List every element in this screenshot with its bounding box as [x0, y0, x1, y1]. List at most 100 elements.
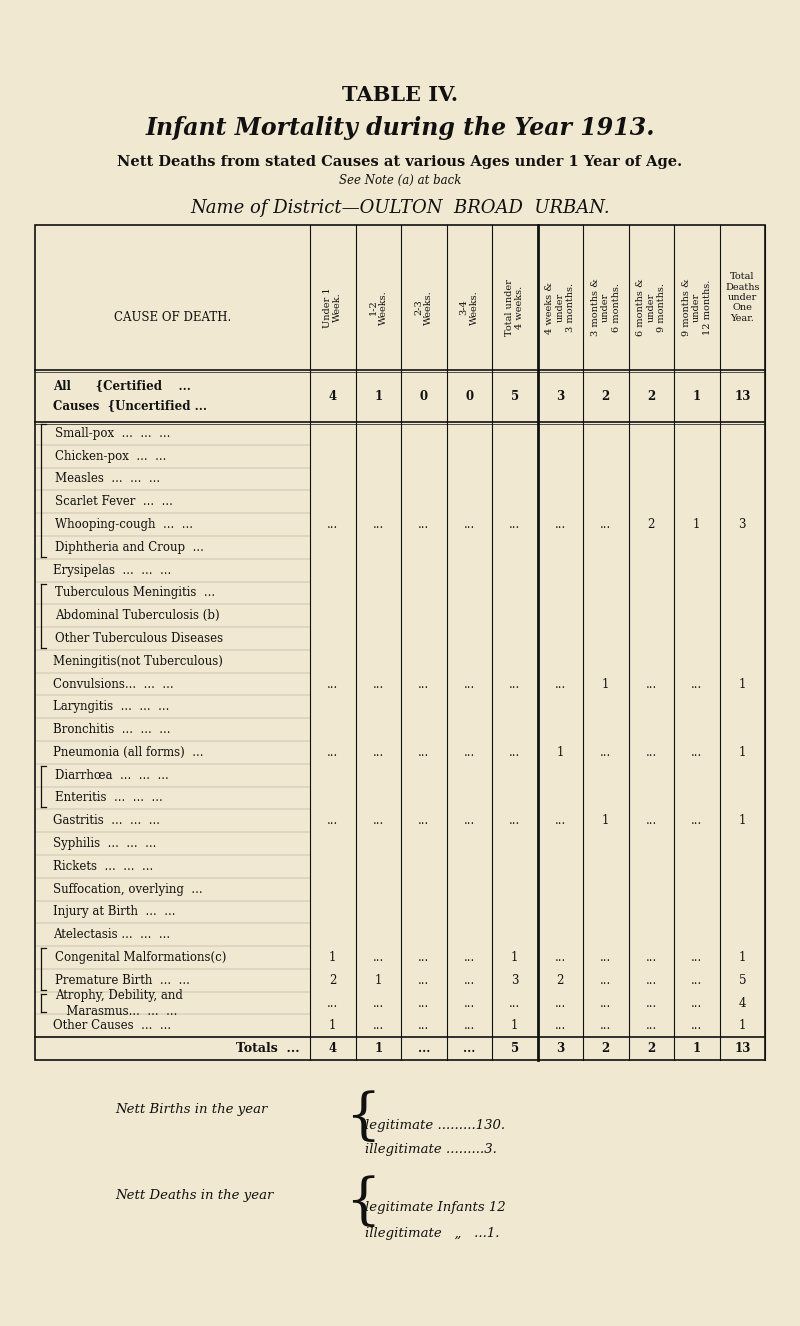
Text: 6 months &
under
9 months.: 6 months & under 9 months. [636, 278, 666, 337]
Text: 1: 1 [511, 951, 518, 964]
Text: ...: ... [418, 951, 430, 964]
Text: ...: ... [509, 747, 520, 758]
Text: Rickets  ...  ...  ...: Rickets ... ... ... [53, 859, 154, 873]
Text: ...: ... [554, 518, 566, 530]
Text: ...: ... [464, 997, 475, 1009]
Text: ...: ... [509, 518, 520, 530]
Text: Atelectasis ...  ...  ...: Atelectasis ... ... ... [53, 928, 170, 941]
Text: Abdominal Tuberculosis (b): Abdominal Tuberculosis (b) [55, 609, 220, 622]
Text: ...: ... [646, 814, 657, 827]
Text: ...: ... [691, 747, 702, 758]
Text: 1: 1 [738, 951, 746, 964]
Text: 3: 3 [738, 518, 746, 530]
Text: Enteritis  ...  ...  ...: Enteritis ... ... ... [55, 792, 162, 805]
Text: ...: ... [373, 747, 384, 758]
Text: All      {Certified    ...: All {Certified ... [53, 379, 191, 392]
Text: 1: 1 [329, 951, 337, 964]
Text: {: { [345, 1091, 380, 1146]
Text: 0: 0 [465, 390, 474, 403]
Text: ...: ... [373, 518, 384, 530]
Text: Convulsions...  ...  ...: Convulsions... ... ... [53, 678, 174, 691]
Text: Premature Birth  ...  ...: Premature Birth ... ... [55, 973, 190, 987]
Text: 1: 1 [738, 678, 746, 691]
Text: Nett Deaths in the year: Nett Deaths in the year [115, 1188, 274, 1201]
Text: 2: 2 [602, 390, 610, 403]
Text: Diphtheria and Croup  ...: Diphtheria and Croup ... [55, 541, 204, 554]
Text: illegitimate   „   ...1.: illegitimate „ ...1. [365, 1227, 499, 1240]
Text: legitimate Infants 12: legitimate Infants 12 [365, 1201, 506, 1215]
Text: 5: 5 [738, 973, 746, 987]
Text: 2: 2 [557, 973, 564, 987]
Text: Small-pox  ...  ...  ...: Small-pox ... ... ... [55, 427, 170, 440]
Text: ...: ... [600, 997, 611, 1009]
Text: ...: ... [554, 951, 566, 964]
Text: 2: 2 [647, 518, 655, 530]
Text: ...: ... [418, 518, 430, 530]
Bar [35, 225, 765, 1059]
Text: ...: ... [418, 1042, 430, 1055]
Text: ...: ... [600, 518, 611, 530]
Text: TABLE IV.: TABLE IV. [342, 85, 458, 105]
Text: {: { [345, 1176, 380, 1231]
Text: ...: ... [600, 747, 611, 758]
Text: Other Causes  ...  ...: Other Causes ... ... [53, 1020, 171, 1033]
Text: ...: ... [646, 1020, 657, 1033]
Text: ...: ... [646, 678, 657, 691]
Text: 2: 2 [647, 1042, 655, 1055]
Text: ...: ... [646, 997, 657, 1009]
Text: 1: 1 [738, 1020, 746, 1033]
Text: Meningitis(not Tuberculous): Meningitis(not Tuberculous) [53, 655, 223, 668]
Text: Erysipelas  ...  ...  ...: Erysipelas ... ... ... [53, 564, 171, 577]
Text: Scarlet Fever  ...  ...: Scarlet Fever ... ... [55, 495, 173, 508]
Text: Diarrhœa  ...  ...  ...: Diarrhœa ... ... ... [55, 769, 169, 782]
Text: ...: ... [509, 814, 520, 827]
Text: 1: 1 [374, 1042, 382, 1055]
Text: 1: 1 [329, 1020, 337, 1033]
Text: ...: ... [418, 814, 430, 827]
Text: ...: ... [464, 518, 475, 530]
Text: Whooping-cough  ...  ...: Whooping-cough ... ... [55, 518, 193, 530]
Text: ...: ... [600, 973, 611, 987]
Text: Injury at Birth  ...  ...: Injury at Birth ... ... [53, 906, 175, 919]
Text: ...: ... [509, 997, 520, 1009]
Text: 2-3
Weeks.: 2-3 Weeks. [414, 290, 434, 325]
Text: ...: ... [327, 747, 338, 758]
Text: ...: ... [691, 678, 702, 691]
Text: Total
Deaths
under
One
Year.: Total Deaths under One Year. [725, 272, 759, 322]
Text: ...: ... [373, 678, 384, 691]
Text: ...: ... [327, 518, 338, 530]
Text: ...: ... [373, 997, 384, 1009]
Text: 2: 2 [647, 390, 655, 403]
Text: 1: 1 [693, 1042, 701, 1055]
Text: Pneumonia (all forms)  ...: Pneumonia (all forms) ... [53, 747, 203, 758]
Text: Chicken-pox  ...  ...: Chicken-pox ... ... [55, 450, 166, 463]
Text: ...: ... [554, 678, 566, 691]
Text: 4: 4 [329, 390, 337, 403]
Text: 1: 1 [511, 1020, 518, 1033]
Text: Marasmus...  ...  ...: Marasmus... ... ... [55, 1005, 178, 1017]
Text: Atrophy, Debility, and: Atrophy, Debility, and [55, 989, 183, 1001]
Text: ...: ... [418, 973, 430, 987]
Text: Under 1
Week.: Under 1 Week. [323, 288, 342, 328]
Text: ...: ... [554, 997, 566, 1009]
Text: illegitimate .........3.: illegitimate .........3. [365, 1143, 497, 1156]
Text: ...: ... [646, 951, 657, 964]
Text: ...: ... [418, 1020, 430, 1033]
Text: ...: ... [464, 747, 475, 758]
Text: ...: ... [464, 678, 475, 691]
Text: legitimate .........130.: legitimate .........130. [365, 1119, 505, 1131]
Text: CAUSE OF DEATH.: CAUSE OF DEATH. [114, 312, 231, 324]
Text: ...: ... [373, 1020, 384, 1033]
Text: 4: 4 [329, 1042, 337, 1055]
Text: ...: ... [418, 997, 430, 1009]
Text: 5: 5 [510, 390, 519, 403]
Text: Totals  ...: Totals ... [236, 1042, 300, 1055]
Text: Suffocation, overlying  ...: Suffocation, overlying ... [53, 883, 202, 895]
Text: ...: ... [554, 1020, 566, 1033]
Text: 1: 1 [738, 814, 746, 827]
Text: ...: ... [554, 814, 566, 827]
Text: ...: ... [646, 973, 657, 987]
Text: Other Tuberculous Diseases: Other Tuberculous Diseases [55, 633, 223, 644]
Text: 3: 3 [511, 973, 518, 987]
Text: 9 months &
under
12 months.: 9 months & under 12 months. [682, 278, 712, 337]
